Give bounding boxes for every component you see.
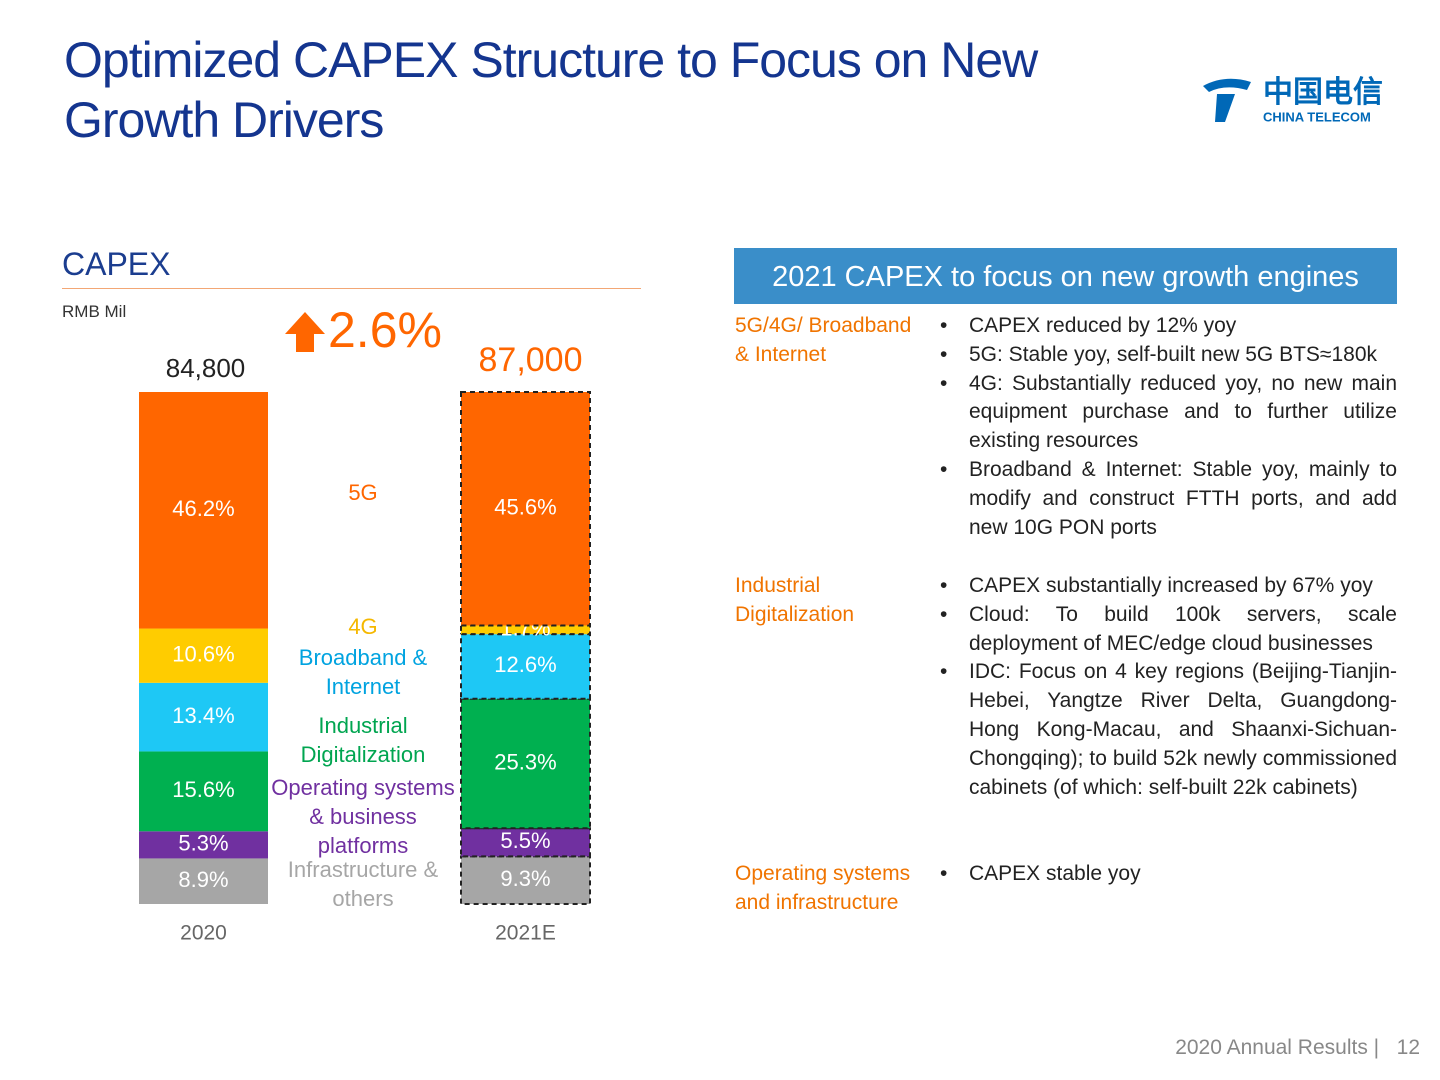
bullet: 5G: Stable yoy, self-built new 5G BTS≈18… bbox=[940, 341, 1397, 370]
legend-label: Infrastructure & others bbox=[287, 857, 439, 911]
bullet: Cloud: To build 100k servers, scale depl… bbox=[940, 601, 1397, 659]
total-label: 84,800 bbox=[166, 353, 246, 383]
logo-english: CHINA TELECOM bbox=[1263, 109, 1371, 124]
bullet-list: CAPEX stable yoy bbox=[940, 860, 1397, 889]
footer-text: 2020 Annual Results | bbox=[1175, 1036, 1380, 1059]
panel-section: Industrial Digitalization CAPEX substanti… bbox=[735, 572, 1397, 802]
panel-section: Operating systems and infrastructure CAPE… bbox=[735, 860, 1397, 914]
legend-label: 4G bbox=[348, 614, 378, 639]
value-label: 10.6% bbox=[172, 641, 234, 666]
value-label: 15.6% bbox=[172, 777, 234, 802]
logo-chinese: 中国电信 bbox=[1263, 76, 1383, 109]
bar-segment bbox=[139, 392, 268, 629]
bar-segment bbox=[460, 633, 591, 700]
legend-label: Industrial Digitalization bbox=[300, 713, 426, 767]
unit-label: RMB Mil bbox=[62, 302, 127, 321]
value-label: 46.2% bbox=[172, 496, 234, 521]
value-label: 5.3% bbox=[178, 831, 228, 856]
bullet: CAPEX reduced by 12% yoy bbox=[940, 312, 1397, 341]
bar-segment bbox=[139, 628, 268, 683]
bullet: IDC: Focus on 4 key regions (Beijing-Tia… bbox=[940, 658, 1397, 802]
logo-mark bbox=[1203, 78, 1251, 122]
bullet-list: CAPEX reduced by 12% yoy5G: Stable yoy, … bbox=[940, 312, 1397, 542]
bar-segment bbox=[139, 751, 268, 832]
section-label: 5G/4G/ Broadband & Internet bbox=[735, 314, 912, 366]
slide-title: Optimized CAPEX Structure to Focus on Ne… bbox=[64, 32, 1038, 148]
growth-label: 2.6% bbox=[328, 302, 442, 358]
total-label: 87,000 bbox=[479, 341, 583, 379]
value-label: 25.3% bbox=[494, 749, 556, 774]
legend-label: Operating systems & business platforms bbox=[271, 775, 455, 858]
divider bbox=[62, 288, 641, 289]
legend-label: Broadband & Internet bbox=[298, 645, 428, 699]
value-label: 9.3% bbox=[500, 866, 550, 891]
value-label: 13.4% bbox=[172, 703, 234, 728]
bar-segment bbox=[460, 697, 591, 830]
panel-section: 5G/4G/ Broadband & Internet CAPEX reduced… bbox=[735, 312, 1397, 542]
x-tick-label: 2021E bbox=[495, 922, 556, 945]
chart-title: CAPEX bbox=[62, 246, 171, 282]
value-label: 12.6% bbox=[494, 652, 556, 677]
section-label: Industrial Digitalization bbox=[735, 574, 855, 626]
footer: 2020 Annual Results | 12 bbox=[1175, 1036, 1420, 1060]
value-label: 8.9% bbox=[178, 867, 228, 892]
panel-header: 2021 CAPEX to focus on new growth engine… bbox=[734, 248, 1397, 304]
growth-arrow bbox=[285, 312, 325, 352]
bar-segment bbox=[139, 682, 268, 752]
value-label: 45.6% bbox=[494, 495, 556, 520]
legend-label: 5G bbox=[348, 480, 378, 505]
page-number: 12 bbox=[1396, 1036, 1420, 1059]
bar-segment bbox=[460, 391, 591, 627]
bar-segment bbox=[139, 858, 268, 904]
chart: 2.6% 8.9% 5.3% 15.6% 13.4% 10.6% 46.2% 2020 84,… bbox=[139, 302, 591, 945]
bullet: CAPEX stable yoy bbox=[940, 860, 1397, 889]
bullet: Broadband & Internet: Stable yoy, mainly… bbox=[940, 456, 1397, 542]
x-tick-label: 2020 bbox=[180, 922, 227, 945]
bullet: CAPEX substantially increased by 67% yoy bbox=[940, 572, 1397, 601]
bar-segment bbox=[139, 831, 268, 859]
logo: 中国电信 CHINA TELECOM bbox=[1203, 76, 1383, 124]
bullet: 4G: Substantially reduced yoy, no new ma… bbox=[940, 370, 1397, 456]
bullet-list: CAPEX substantially increased by 67% yoy… bbox=[940, 572, 1397, 802]
section-label: Operating systems and infrastructure bbox=[735, 862, 911, 914]
value-label: 5.5% bbox=[500, 828, 550, 853]
